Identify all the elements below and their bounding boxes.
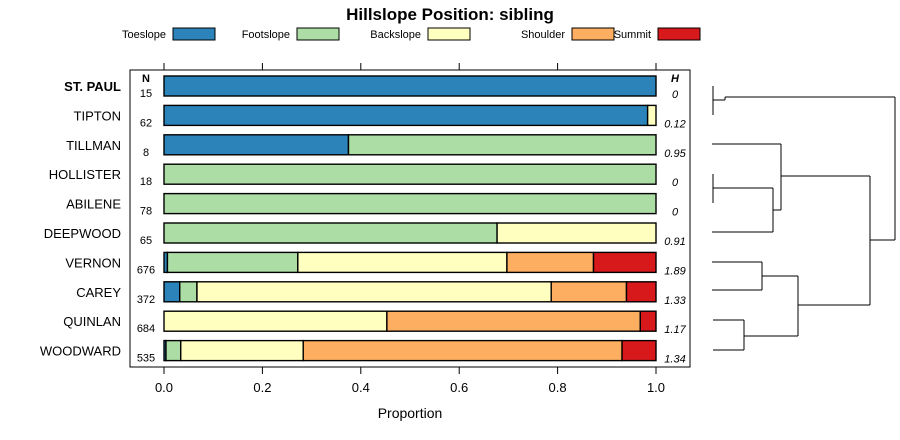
- x-tick-label: 0.8: [549, 380, 567, 395]
- row-label-hollister: HOLLISTER: [49, 167, 121, 182]
- x-axis: 0.0 0.2 0.4 0.6 0.8 1.0 Proportion: [155, 367, 665, 421]
- bar-segment-footslope: [163, 222, 498, 244]
- bar-row-tipton: [163, 104, 657, 127]
- h-value-abilene: 0: [672, 207, 679, 219]
- x-tick-label: 0.4: [352, 380, 370, 395]
- bar-segment-summit: [592, 251, 657, 274]
- row-labels: ST. PAUL 15 0 TIPTON 62 0.12 TILLMAN 8 0.95 HOLLI…: [40, 79, 687, 366]
- n-value-hollister: 18: [140, 176, 152, 188]
- bar-segment-footslope: [347, 134, 657, 156]
- legend-label-shoulder: Shoulder: [521, 29, 565, 41]
- bar-segment-backslope: [196, 281, 552, 303]
- legend-label-summit: Summit: [614, 29, 651, 41]
- h-column-header: H: [671, 73, 680, 85]
- bar-segment-backslope: [163, 310, 388, 332]
- h-value-tipton: 0.12: [664, 118, 685, 130]
- bar-row-tillman: [163, 134, 657, 156]
- legend-label-backslope: Backslope: [370, 29, 421, 41]
- bar-segment-backslope: [646, 104, 657, 127]
- legend-swatch-summit: [657, 27, 701, 41]
- bar-segment-toeslope: [163, 281, 181, 303]
- row-label-quinlan: QUINLAN: [63, 314, 121, 329]
- n-value-abilene: 78: [140, 206, 152, 218]
- bar-segment-shoulder: [506, 251, 595, 274]
- h-value-woodward: 1.34: [664, 354, 685, 366]
- h-value-carey: 1.33: [664, 295, 686, 307]
- n-value-woodward: 535: [137, 353, 155, 365]
- legend-swatch-shoulder: [571, 27, 615, 41]
- h-value-st-paul: 0: [672, 89, 679, 101]
- row-label-st-paul: ST. PAUL: [64, 79, 121, 94]
- legend-swatch-toeslope: [172, 27, 216, 41]
- n-value-vernon: 676: [137, 264, 155, 276]
- legend-label-toeslope: Toeslope: [122, 29, 166, 41]
- n-value-quinlan: 684: [137, 323, 155, 335]
- row-label-woodward: WOODWARD: [40, 344, 121, 359]
- row-label-deepwood: DEEPWOOD: [44, 226, 121, 241]
- n-value-deepwood: 65: [140, 235, 152, 247]
- bar-segment-summit: [639, 310, 657, 332]
- row-label-vernon: VERNON: [65, 255, 121, 270]
- n-value-st-paul: 15: [140, 88, 152, 100]
- bar-segment-footslope: [163, 163, 657, 185]
- n-column-header: N: [142, 73, 150, 85]
- bar-stacks: [163, 75, 657, 362]
- h-value-quinlan: 1.17: [664, 324, 686, 336]
- h-value-vernon: 1.89: [664, 265, 685, 277]
- bar-row-deepwood: [163, 222, 657, 244]
- bar-segment-summit: [621, 339, 657, 362]
- legend-swatch-backslope: [427, 27, 471, 41]
- bar-segment-footslope: [179, 281, 198, 303]
- bar-segment-toeslope: [163, 134, 350, 156]
- plot-frame: [129, 69, 691, 368]
- x-tick-label: 0.0: [155, 380, 173, 395]
- legend-label-footslope: Footslope: [242, 29, 290, 41]
- x-tick-label: 0.6: [450, 380, 468, 395]
- bar-row-hollister: [163, 163, 657, 185]
- row-label-tillman: TILLMAN: [66, 138, 121, 153]
- bar-segment-toeslope: [163, 104, 649, 127]
- bar-row-st-paul: [163, 75, 657, 97]
- bar-row-vernon: [163, 251, 657, 274]
- bar-segment-shoulder: [386, 310, 641, 332]
- bar-segment-footslope: [163, 192, 657, 215]
- row-label-carey: CAREY: [76, 285, 121, 300]
- x-tick-label: 1.0: [647, 380, 665, 395]
- dendrogram: [712, 86, 896, 351]
- n-value-carey: 372: [137, 294, 155, 306]
- h-value-tillman: 0.95: [664, 148, 686, 160]
- row-label-tipton: TIPTON: [74, 108, 121, 123]
- bar-row-carey: [163, 281, 657, 303]
- h-value-deepwood: 0.91: [664, 236, 685, 248]
- legend: Toeslope Footslope Backslope Shoulder Summit: [122, 27, 701, 41]
- bar-segment-shoulder: [302, 339, 623, 362]
- n-value-tipton: 62: [140, 117, 152, 129]
- bar-segment-footslope: [165, 339, 182, 362]
- row-label-abilene: ABILENE: [66, 197, 121, 212]
- chart-title: Hillslope Position: sibling: [346, 5, 554, 24]
- bar-segment-summit: [625, 281, 657, 303]
- h-value-hollister: 0: [672, 177, 679, 189]
- bar-segment-shoulder: [550, 281, 628, 303]
- x-tick-label: 0.2: [253, 380, 271, 395]
- bar-segment-backslope: [496, 222, 657, 244]
- bar-row-abilene: [163, 192, 657, 215]
- bar-row-woodward: [163, 339, 657, 362]
- legend-swatch-footslope: [296, 27, 340, 41]
- bar-segment-backslope: [180, 339, 304, 362]
- n-value-tillman: 8: [143, 147, 149, 159]
- bar-segment-toeslope: [163, 75, 657, 97]
- bar-segment-footslope: [166, 251, 299, 274]
- x-axis-title: Proportion: [378, 405, 443, 421]
- bar-segment-backslope: [297, 251, 508, 274]
- bar-row-quinlan: [163, 310, 657, 332]
